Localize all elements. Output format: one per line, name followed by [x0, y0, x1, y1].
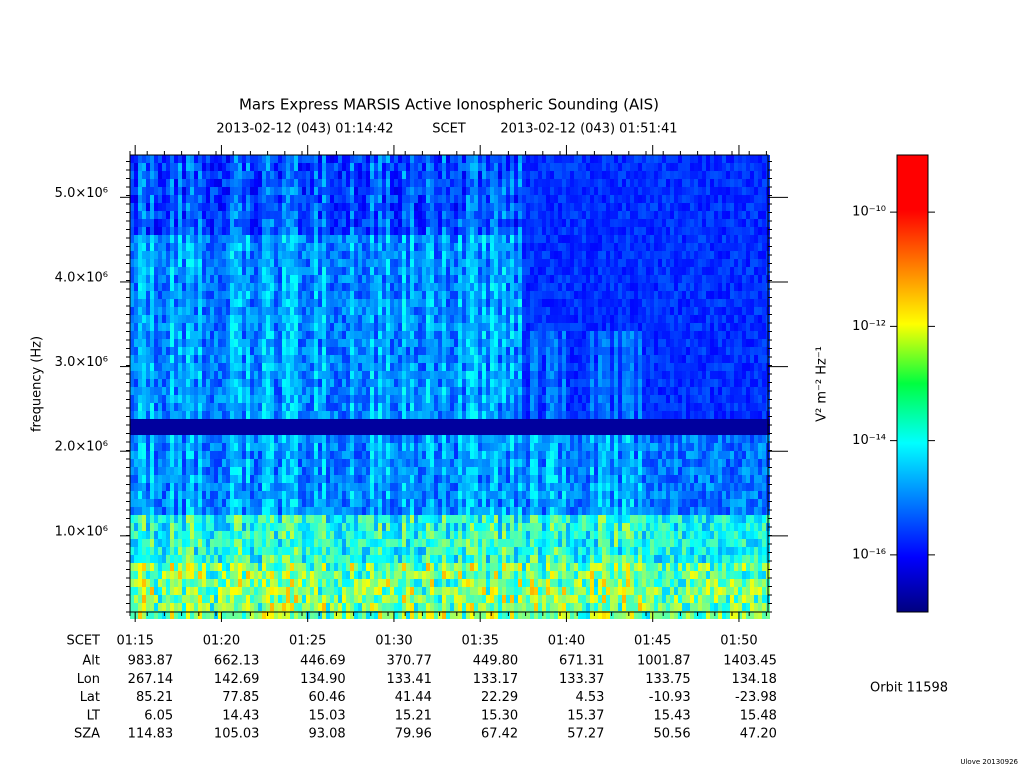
- colorbar-tick-label: 10⁻¹⁰: [852, 205, 886, 220]
- footer: Ulove 20130926: [960, 758, 1018, 766]
- ephemeris-row-label: LT: [87, 708, 100, 723]
- ephemeris-value: 446.69: [300, 654, 346, 669]
- end-time: 2013-02-12 (043) 01:51:41: [500, 122, 677, 137]
- ephemeris-value: 67.42: [481, 727, 518, 742]
- ephemeris-value: 14.43: [222, 708, 259, 723]
- ephemeris-value: -10.93: [649, 690, 691, 705]
- ephemeris-value: 15.37: [567, 708, 604, 723]
- ephemeris-value: 267.14: [128, 672, 174, 687]
- ephemeris-value: -23.98: [735, 690, 777, 705]
- x-tick-label: 01:20: [203, 634, 240, 649]
- y-tick-label: 2.0×10⁶: [55, 440, 108, 455]
- ephemeris-value: 15.03: [308, 708, 345, 723]
- y-axis-label: frequency (Hz): [30, 336, 45, 432]
- ephemeris-value: 671.31: [559, 654, 605, 669]
- colorbar-label: V² m⁻² Hz⁻¹: [815, 346, 830, 422]
- colorbar-tick-label: 10⁻¹²: [852, 319, 886, 334]
- ephemeris-value: 79.96: [395, 727, 432, 742]
- x-tick-label: 01:40: [548, 634, 585, 649]
- ephemeris-value: 105.03: [214, 727, 260, 742]
- ephemeris-value: 77.85: [222, 690, 259, 705]
- y-tick-label: 4.0×10⁶: [55, 270, 108, 285]
- orbit-label: Orbit 11598: [870, 681, 948, 696]
- plot-frame: [129, 154, 769, 613]
- ephemeris-row-label: Lat: [80, 690, 100, 705]
- ephemeris-value: 50.56: [653, 727, 690, 742]
- ephemeris-value: 133.41: [386, 672, 432, 687]
- ephemeris-value: 47.20: [740, 727, 777, 742]
- colorbar-tick-label: 10⁻¹⁶: [852, 547, 886, 562]
- ephemeris-value: 370.77: [386, 654, 432, 669]
- ephemeris-value: 4.53: [575, 690, 604, 705]
- ephemeris-value: 85.21: [136, 690, 173, 705]
- ephemeris-value: 133.37: [559, 672, 605, 687]
- x-tick-label: 01:25: [289, 634, 326, 649]
- ephemeris-value: 133.75: [645, 672, 691, 687]
- y-tick-label: 1.0×10⁶: [55, 524, 108, 539]
- time-system: SCET: [432, 122, 466, 137]
- ephemeris-value: 41.44: [395, 690, 432, 705]
- colorbar: [896, 154, 929, 613]
- ephemeris-value: 983.87: [128, 654, 174, 669]
- ephemeris-value: 15.21: [395, 708, 432, 723]
- ephemeris-value: 134.18: [731, 672, 777, 687]
- ephemeris-value: 1403.45: [723, 654, 777, 669]
- ephemeris-value: 449.80: [473, 654, 519, 669]
- ephemeris-value: 134.90: [300, 672, 346, 687]
- ephemeris-value: 15.48: [740, 708, 777, 723]
- ephemeris-value: 133.17: [473, 672, 519, 687]
- ephemeris-value: 142.69: [214, 672, 260, 687]
- ephemeris-value: 22.29: [481, 690, 518, 705]
- ephemeris-value: 15.30: [481, 708, 518, 723]
- x-tick-label: 01:35: [461, 634, 498, 649]
- ephemeris-row-label: SCET: [67, 634, 101, 649]
- ephemeris-value: 93.08: [308, 727, 345, 742]
- ephemeris-row-label: Alt: [82, 654, 100, 669]
- x-tick-label: 01:30: [375, 634, 412, 649]
- ephemeris-value: 662.13: [214, 654, 260, 669]
- colorbar-tick-label: 10⁻¹⁴: [852, 433, 886, 448]
- ephemeris-value: 57.27: [567, 727, 604, 742]
- x-tick-label: 01:45: [634, 634, 671, 649]
- ephemeris-value: 15.43: [653, 708, 690, 723]
- ephemeris-value: 1001.87: [637, 654, 691, 669]
- ephemeris-value: 6.05: [144, 708, 173, 723]
- ephemeris-value: 114.83: [128, 727, 174, 742]
- spectrogram-image: [130, 155, 770, 619]
- y-tick-label: 3.0×10⁶: [55, 355, 108, 370]
- ephemeris-row-label: Lon: [77, 672, 100, 687]
- x-tick-label: 01:50: [720, 634, 757, 649]
- start-time: 2013-02-12 (043) 01:14:42: [216, 122, 393, 137]
- ephemeris-value: 60.46: [308, 690, 345, 705]
- x-tick-label: 01:15: [116, 634, 153, 649]
- chart-title: Mars Express MARSIS Active Ionospheric S…: [239, 96, 659, 114]
- ephemeris-row-label: SZA: [74, 727, 100, 742]
- y-tick-label: 5.0×10⁶: [55, 186, 108, 201]
